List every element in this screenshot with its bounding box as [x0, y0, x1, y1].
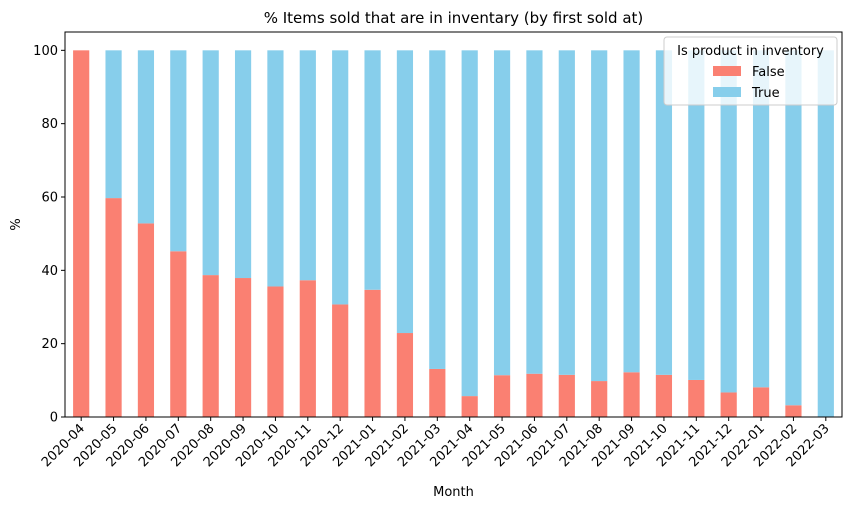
bar-false-2020-09 [234, 278, 252, 417]
legend-box [663, 36, 838, 106]
bars-group [73, 50, 834, 417]
legend-swatch-true [713, 87, 741, 97]
bar-false-2021-04 [461, 396, 478, 417]
bar-true-2020-05 [105, 50, 122, 199]
y-axis: 0 20 40 60 80 100 [33, 44, 65, 426]
bar-true-2022-02 [785, 50, 802, 406]
bar-true-2021-06 [526, 50, 543, 374]
bar-false-2021-06 [526, 373, 543, 417]
bar-false-2020-11 [299, 280, 316, 417]
x-axis: 2020-042020-052020-062020-072020-082020-… [39, 417, 833, 470]
bar-true-2021-07 [558, 50, 575, 375]
bar-false-2020-12 [332, 304, 349, 417]
bar-false-2021-05 [493, 375, 511, 417]
bar-true-2020-08 [202, 50, 219, 276]
bar-true-2021-03 [429, 50, 446, 369]
legend-swatch-false [713, 66, 741, 76]
bar-false-2022-01 [752, 387, 770, 417]
legend-label-true: True [751, 86, 780, 101]
legend-items: False True [713, 65, 785, 101]
bar-false-2020-07 [170, 251, 187, 417]
bar-true-2020-12 [332, 50, 349, 305]
bar-false-2021-02 [396, 333, 414, 417]
bar-false-2021-12 [720, 392, 737, 417]
bar-true-2021-01 [364, 50, 381, 290]
bar-true-2021-12 [720, 50, 737, 393]
bar-false-2020-06 [137, 223, 155, 417]
legend-title: Is product in inventory [677, 44, 824, 59]
bar-true-2021-04 [461, 50, 478, 397]
bar-true-2020-10 [267, 50, 284, 287]
bar-false-2021-01 [364, 289, 381, 417]
y-tick-label: 0 [50, 411, 58, 426]
bar-false-2020-10 [267, 286, 284, 417]
chart-title: % Items sold that are in inventary (by f… [264, 9, 644, 27]
y-axis-label: % [9, 218, 24, 230]
bar-true-2020-09 [234, 50, 252, 279]
bar-true-2022-03 [817, 50, 834, 417]
legend-label-false: False [752, 65, 785, 80]
y-tick-label: 40 [41, 264, 58, 279]
bar-true-2021-09 [623, 50, 640, 373]
bar-false-2021-07 [558, 374, 575, 417]
bar-true-2020-11 [299, 50, 316, 281]
bar-false-2021-10 [655, 374, 673, 417]
bar-true-2021-02 [396, 50, 414, 334]
bar-true-2021-11 [688, 50, 705, 380]
bar-true-2021-10 [655, 50, 673, 375]
bar-false-2021-11 [688, 379, 705, 417]
bar-true-2020-06 [137, 50, 155, 224]
bar-false-2021-08 [591, 381, 608, 417]
bar-false-2022-02 [785, 405, 802, 417]
y-tick-label: 100 [33, 44, 58, 59]
bar-false-2020-04 [73, 50, 90, 417]
legend: Is product in inventory False True [663, 36, 838, 106]
plot-frame [64, 31, 843, 418]
bar-false-2020-08 [202, 275, 219, 417]
y-tick-label: 20 [41, 337, 58, 352]
bar-true-2021-08 [591, 50, 608, 382]
axes-group [64, 31, 843, 418]
bar-false-2020-05 [105, 198, 122, 417]
bar-true-2021-05 [493, 50, 511, 376]
x-axis-label: Month [433, 485, 474, 500]
y-tick-label: 80 [41, 117, 58, 132]
y-tick-label: 60 [41, 191, 58, 206]
bar-true-2022-01 [752, 50, 770, 388]
bar-false-2021-09 [623, 372, 640, 417]
bar-true-2020-07 [170, 50, 187, 252]
bar-false-2021-03 [429, 368, 446, 417]
